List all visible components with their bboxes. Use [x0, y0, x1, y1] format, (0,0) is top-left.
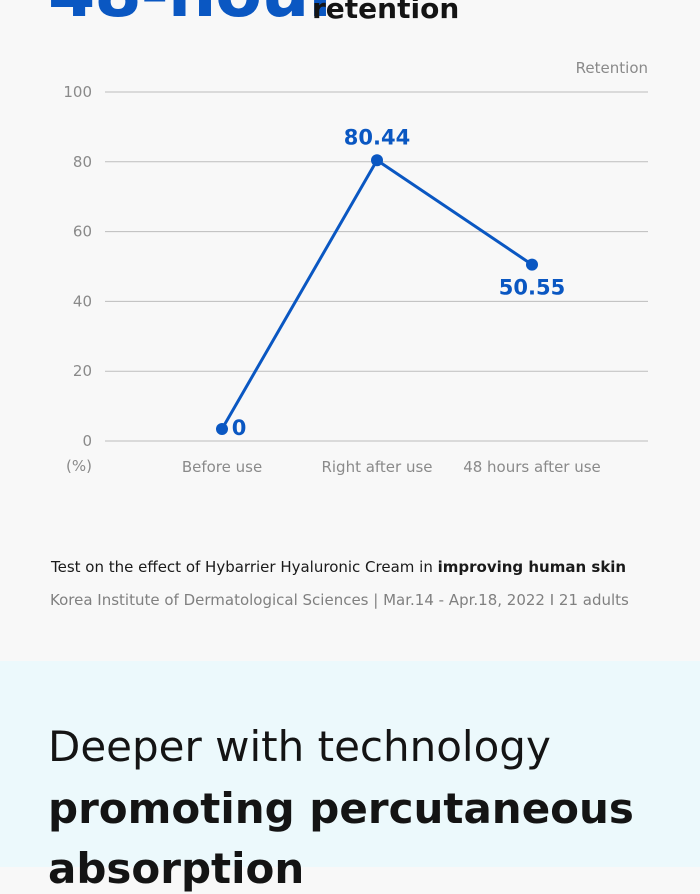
- x-tick-label-3: 48 hours after use: [463, 458, 601, 476]
- y-tick-labels: 0 20 40 60 80 100: [63, 83, 92, 450]
- chart-section: 48-hour retention 0 20 40 60 80 100 (%) Reten…: [48, 0, 648, 609]
- y-unit-label: (%): [66, 457, 92, 475]
- technology-section: Deeper with technology promoting percuta…: [0, 661, 700, 893]
- data-point-1: [216, 423, 228, 435]
- y-tick-label-80: 80: [73, 153, 92, 171]
- y-tick-label-0: 0: [82, 432, 92, 450]
- study-title: Test on the effect of Hybarrier Hyaluron…: [51, 558, 626, 576]
- study-title-emphasis: improving human skin: [437, 558, 627, 576]
- hero-headline: 48-hour: [48, 0, 342, 28]
- retention-line-chart: 0 20 40 60 80 100 (%) Retention Before use Rig…: [63, 59, 648, 476]
- x-tick-label-1: Before use: [182, 458, 262, 476]
- data-point-3: [526, 258, 538, 271]
- data-label-2: 80.44: [344, 125, 410, 149]
- legend-label: Retention: [576, 59, 648, 77]
- data-point-2: [371, 154, 383, 167]
- retention-series-line: [220, 158, 533, 430]
- data-label-3: 50.55: [499, 276, 565, 300]
- y-tick-label-40: 40: [73, 292, 92, 310]
- study-source: Korea Institute of Dermatological Scienc…: [50, 591, 629, 609]
- hero-subheadline: retention: [312, 0, 460, 25]
- study-title-prefix: Test on the effect of Hybarrier Hyaluron…: [51, 558, 438, 576]
- section-heading-line-1: Deeper with technology: [48, 722, 551, 771]
- series-layer: 0 80.44 50.55: [216, 125, 565, 440]
- x-tick-labels: Before use Right after use 48 hours after …: [182, 458, 601, 476]
- section-heading-line-2: promoting percutaneous: [48, 784, 634, 833]
- section-heading-line-3: absorption: [48, 844, 305, 893]
- y-tick-label-20: 20: [73, 362, 92, 380]
- data-label-1: 0: [232, 416, 247, 440]
- y-tick-label-100: 100: [63, 83, 92, 101]
- x-tick-label-2: Right after use: [321, 458, 432, 476]
- y-tick-label-60: 60: [73, 223, 92, 241]
